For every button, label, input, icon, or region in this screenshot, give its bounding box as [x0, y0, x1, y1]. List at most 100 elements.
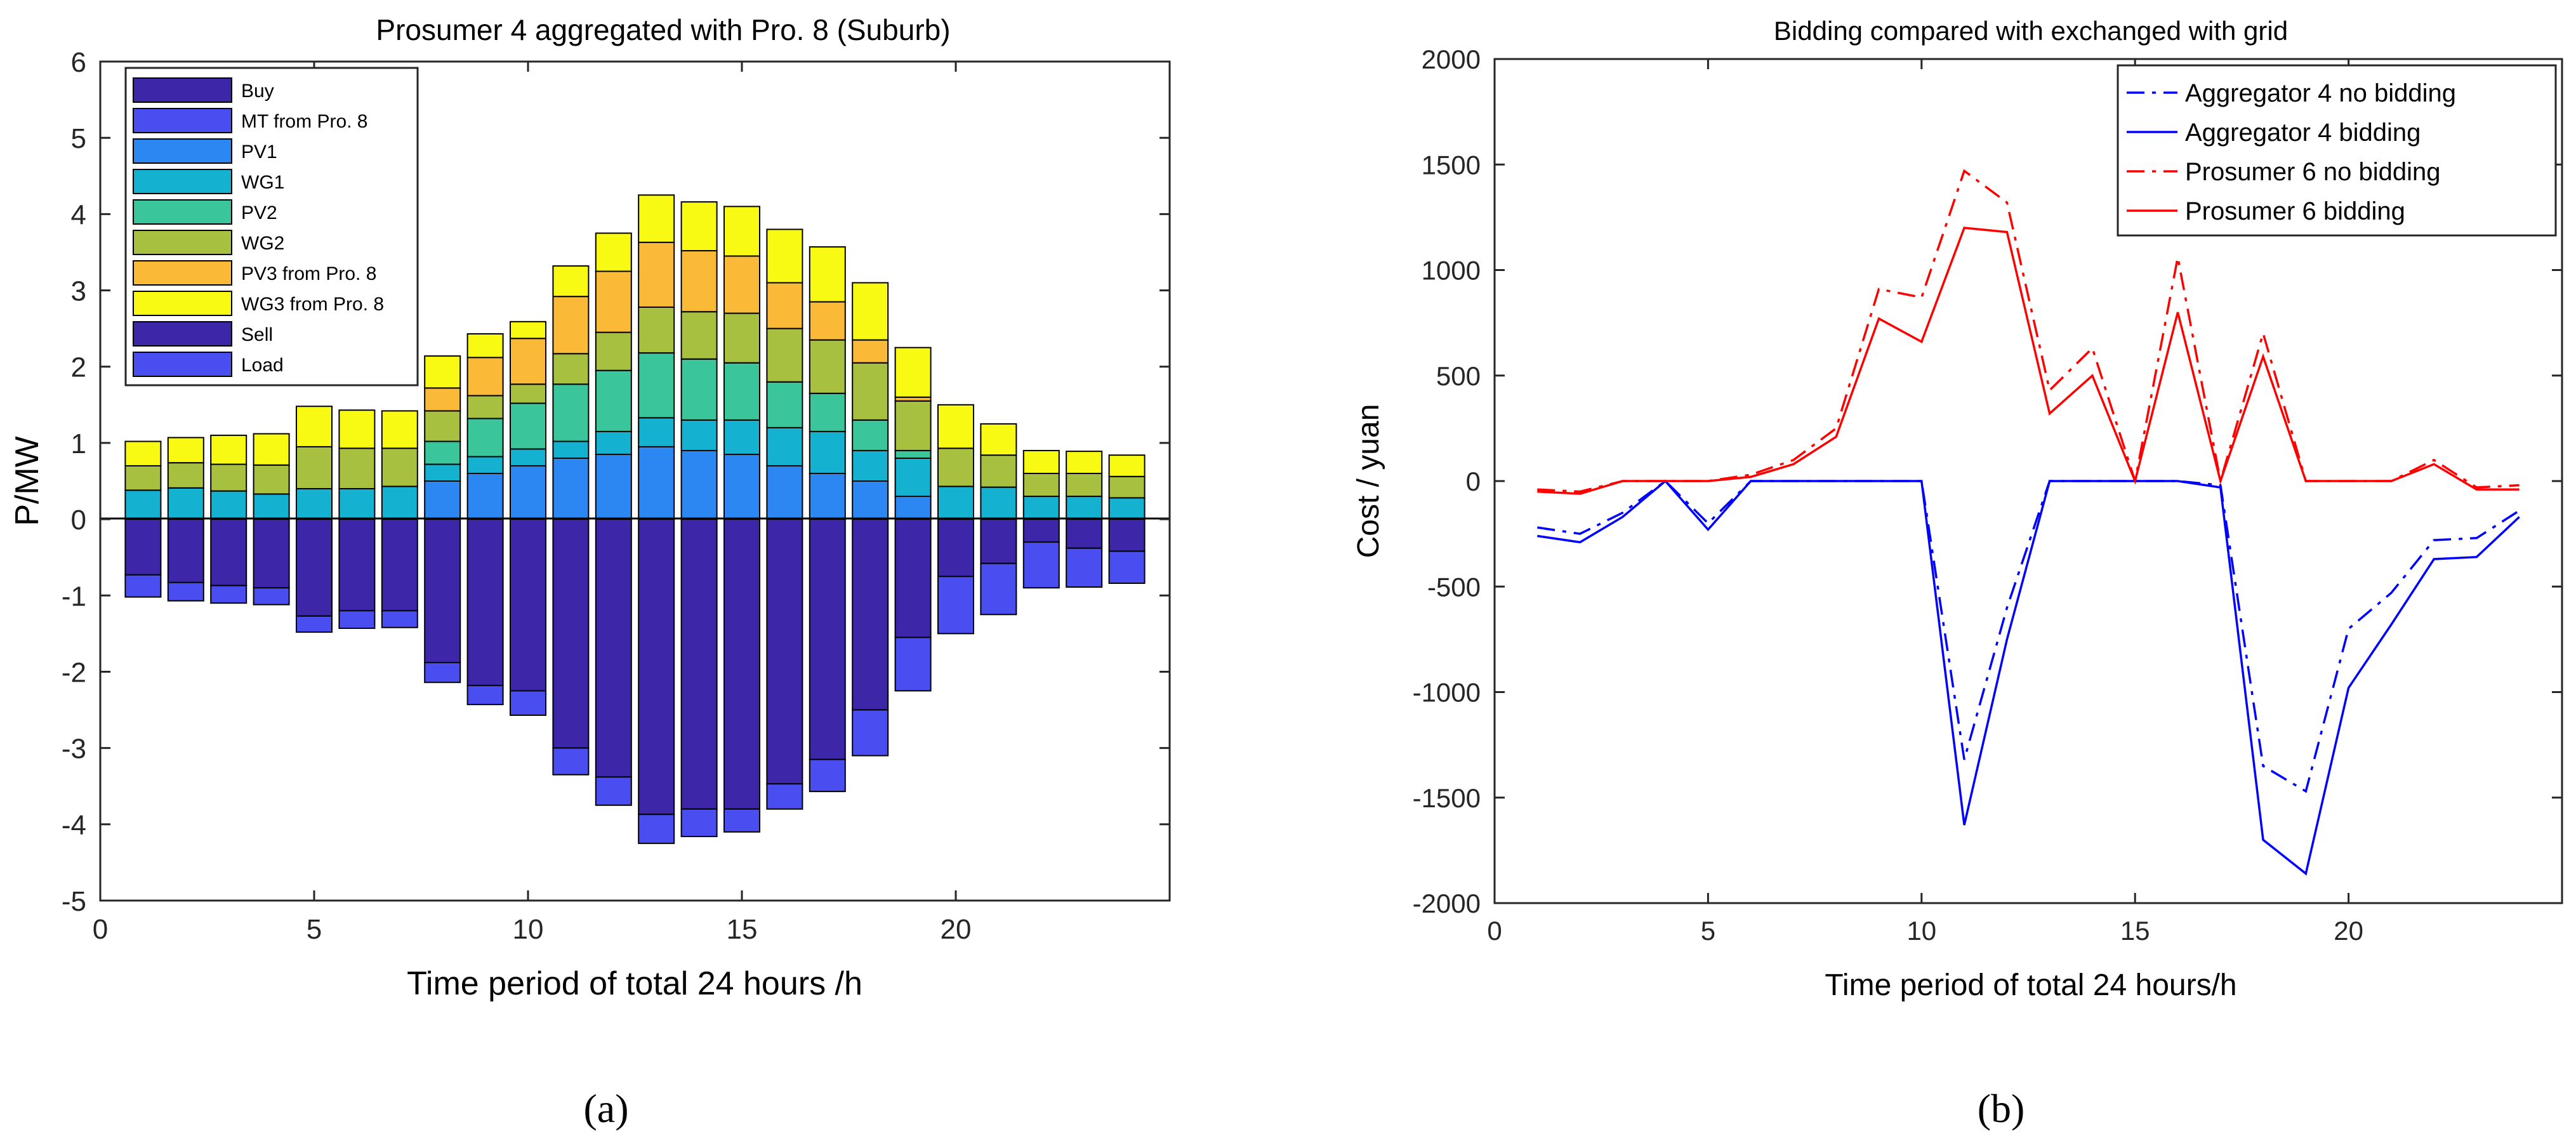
bar-wg2-t4	[253, 464, 290, 495]
chart-a-xtick-label: 0	[93, 914, 108, 945]
bar-pv1-t14	[680, 449, 718, 520]
bar-pv3-from-pro-8-t10	[510, 338, 546, 385]
chart-b-caption: (b)	[1978, 1086, 2025, 1131]
chart-a-ytick-label: -3	[62, 734, 86, 765]
bar-wg1-t5	[296, 488, 333, 520]
chart-b-xtick-label: 0	[1487, 916, 1502, 946]
chart-b-lines	[1537, 169, 2520, 876]
line-aggregator-4-no-bidding	[1537, 479, 2520, 793]
bar-wg3-from-pro-8-t8	[424, 355, 461, 389]
bar-wg1-t1	[124, 489, 162, 520]
bar-wg2-t2	[167, 462, 204, 489]
legend-label: WG1	[241, 172, 284, 193]
bar-pv2-t17	[809, 392, 846, 432]
bar-sell-t7	[381, 519, 418, 612]
bar-sell-t8	[424, 519, 461, 664]
bar-wg1-t23	[1066, 496, 1103, 520]
bar-pv2-t14	[680, 358, 718, 421]
bar-load-t6	[338, 610, 376, 629]
legend-label: Prosumer 6 bidding	[2185, 197, 2405, 225]
bar-load-t3	[210, 585, 248, 604]
bar-wg2-t10	[510, 383, 546, 404]
bar-wg1-t19	[894, 457, 932, 498]
chart-a-ytick-label: 4	[71, 199, 86, 230]
bar-pv3-from-pro-8-t17	[809, 301, 846, 341]
bar-load-t21	[980, 562, 1017, 616]
bar-sell-t22	[1022, 519, 1060, 543]
legend-label: Sell	[241, 324, 273, 345]
bar-wg2-t20	[937, 447, 974, 487]
chart-a-ytick-label: -2	[62, 657, 86, 688]
bar-wg2-t9	[466, 395, 504, 420]
legend-label: Aggregator 4 bidding	[2185, 119, 2421, 147]
bar-wg2-t14	[680, 311, 718, 360]
bar-wg1-t7	[381, 486, 418, 520]
chart-b-xtick-label: 15	[2120, 916, 2150, 946]
bar-wg1-t4	[253, 493, 290, 520]
bar-pv1-t15	[723, 453, 760, 520]
chart-a-xtick-label: 10	[513, 914, 544, 945]
chart-a-ytick-label: 3	[71, 276, 86, 307]
bar-wg2-t17	[809, 339, 846, 394]
bar-pv2-t15	[723, 362, 760, 421]
chart-a: Prosumer 4 aggregated with Pro. 8 (Subur…	[9, 13, 1171, 1131]
chart-a-xtick-label: 15	[727, 914, 758, 945]
bar-wg2-t3	[210, 463, 248, 492]
chart-b-ytick-label: 1500	[1422, 150, 1481, 180]
bar-wg3-from-pro-8-t4	[253, 433, 290, 466]
bar-wg2-t18	[852, 362, 889, 421]
bar-wg3-from-pro-8-t15	[723, 206, 760, 257]
line-prosumer-6-bidding	[1537, 227, 2520, 495]
chart-a-axes-box	[99, 60, 1171, 902]
legend-swatch	[133, 138, 232, 164]
legend-label: Load	[241, 355, 284, 376]
chart-a-ytick-label: -5	[62, 886, 86, 917]
bar-pv1-t17	[809, 472, 846, 520]
bar-wg3-from-pro-8-t19	[894, 347, 932, 398]
bar-load-t20	[937, 576, 974, 635]
bar-wg2-t8	[424, 410, 461, 442]
bar-wg3-from-pro-8-t23	[1066, 451, 1103, 474]
bar-load-t4	[253, 587, 290, 605]
bar-wg3-from-pro-8-t24	[1108, 454, 1146, 477]
bar-wg3-from-pro-8-t3	[210, 434, 248, 465]
legend-label: PV1	[241, 142, 277, 162]
bar-load-t10	[510, 690, 546, 716]
legend-label: Prosumer 6 no bidding	[2185, 158, 2440, 186]
bar-pv1-t10	[510, 465, 546, 520]
bar-wg2-t23	[1066, 472, 1103, 498]
chart-b-xtick-label: 10	[1906, 916, 1936, 946]
bar-sell-t10	[510, 519, 546, 692]
bar-pv3-from-pro-8-t12	[595, 270, 632, 333]
bar-sell-t12	[595, 519, 632, 778]
bar-pv2-t13	[638, 352, 675, 419]
chart-a-xtick-label: 5	[307, 914, 322, 945]
bar-wg1-t8	[424, 463, 461, 482]
bar-wg1-t12	[595, 430, 632, 455]
bar-pv2-t18	[852, 419, 889, 451]
bar-load-t14	[680, 808, 718, 838]
chart-a-ytick-label: 5	[71, 123, 86, 154]
bar-wg2-t13	[638, 306, 675, 354]
bar-wg3-from-pro-8-t9	[466, 333, 504, 359]
chart-b-ytick-label: -500	[1427, 572, 1481, 602]
bar-wg3-from-pro-8-t11	[552, 265, 590, 298]
bar-load-t11	[552, 747, 590, 776]
legend-swatch	[133, 199, 232, 225]
bar-wg1-t14	[680, 419, 718, 451]
bar-load-t9	[466, 685, 504, 706]
bar-load-t7	[381, 610, 418, 628]
legend-label: Buy	[241, 81, 274, 102]
bar-sell-t13	[638, 519, 675, 816]
bar-wg2-t19	[894, 400, 932, 451]
chart-a-ytick-label: -1	[62, 581, 86, 612]
legend-label: WG2	[241, 233, 284, 254]
bar-load-t12	[595, 776, 632, 806]
bar-wg1-t15	[723, 419, 760, 455]
chart-b-ytick-label: -1500	[1413, 783, 1481, 813]
legend-label: MT from Pro. 8	[241, 111, 367, 132]
bar-wg3-from-pro-8-t13	[638, 194, 675, 243]
bar-sell-t21	[980, 519, 1017, 564]
bar-pv3-from-pro-8-t14	[680, 250, 718, 313]
